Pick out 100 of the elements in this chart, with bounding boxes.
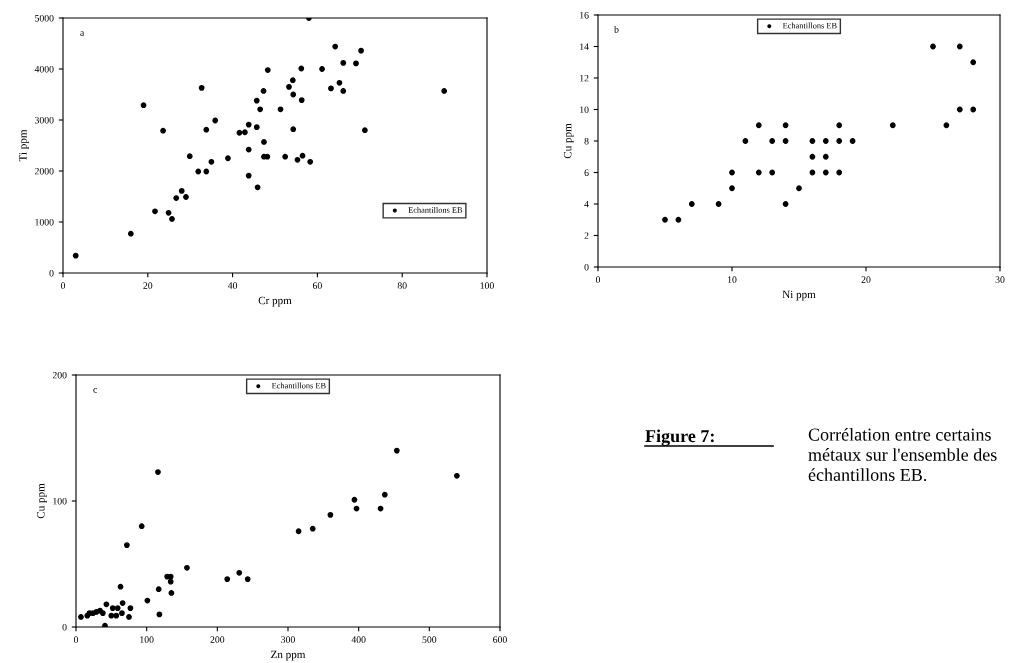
x-axis-title: Cr ppm [258,296,292,307]
point [117,583,124,590]
y-tick-label: 2 [584,232,589,239]
point [126,614,132,620]
x-tick-label: 400 [351,636,366,643]
point [108,612,115,619]
x-tick-label: 100 [140,636,154,643]
point [309,525,316,532]
point [257,106,264,113]
y-tick-label: 3000 [34,116,54,124]
legend-label: Echantillons EB [408,206,463,213]
point [245,172,252,179]
point [755,122,762,129]
point [168,590,175,596]
point [328,85,334,92]
point [236,129,243,136]
x-axis-title: Ni ppm [782,290,816,301]
point [769,138,776,144]
point [260,88,267,94]
point [822,138,829,144]
point [351,496,358,503]
x-tick-label: 20 [143,282,153,289]
point [441,88,448,94]
point [242,129,248,136]
point [729,185,735,192]
point [836,122,843,129]
point [178,187,185,194]
point [340,88,347,94]
x-tick-label: 600 [493,636,507,643]
point [155,469,161,475]
caption: Figure 7: [645,429,714,446]
point [282,153,289,160]
point [203,168,210,175]
x-tick-label: 200 [210,636,225,643]
point [675,216,682,223]
y-tick-label: 14 [580,43,589,50]
point [769,169,776,176]
point [970,106,977,113]
point [225,155,231,162]
point [393,447,400,454]
point [114,605,121,611]
y-tick-label: 0 [584,263,589,271]
y-axis-title: Cu ppm [563,123,574,159]
x-tick-label: 20 [861,276,871,283]
point [782,201,789,207]
point [140,102,147,109]
point [755,169,762,176]
point [299,152,306,159]
x-axis-title: Zn ppm [271,650,306,661]
point [336,79,343,86]
point [809,153,816,160]
point [155,586,162,593]
point [307,158,314,165]
annotation: b [614,25,619,33]
point [264,67,271,73]
point [254,184,261,191]
y-tick-label: 0 [62,623,67,631]
point [144,597,151,604]
y-axis-title: Ti ppm [19,129,29,162]
point [277,106,284,113]
point [662,216,668,223]
point [836,169,843,176]
point [245,146,252,153]
point [358,47,364,54]
annotation: a [80,31,85,36]
point [261,139,267,145]
point [198,84,205,91]
point [377,505,384,512]
point [72,252,79,259]
x-tick-label: 300 [281,636,295,643]
point [290,91,297,98]
point [809,169,816,176]
point [290,126,297,133]
point [796,185,802,192]
point [970,59,977,66]
y-tick-label: 5000 [35,14,54,22]
point [245,121,252,128]
point [264,153,271,160]
y-axis-title: Cu ppm [37,483,47,519]
point [294,156,301,163]
point [253,124,260,131]
point [742,138,749,144]
point [286,83,292,90]
point [298,97,305,104]
x-tick-label: 80 [397,282,407,289]
y-tick-label: 0 [49,269,54,277]
point [822,169,829,176]
point [113,612,120,619]
point [123,542,130,548]
point [332,43,339,50]
point [454,472,460,479]
point [836,138,843,144]
point [715,201,722,207]
x-tick-label: 60 [312,282,322,289]
point [729,169,735,176]
point [165,209,172,216]
point [295,528,302,535]
point [327,511,334,518]
point [956,106,963,113]
point [319,66,325,72]
